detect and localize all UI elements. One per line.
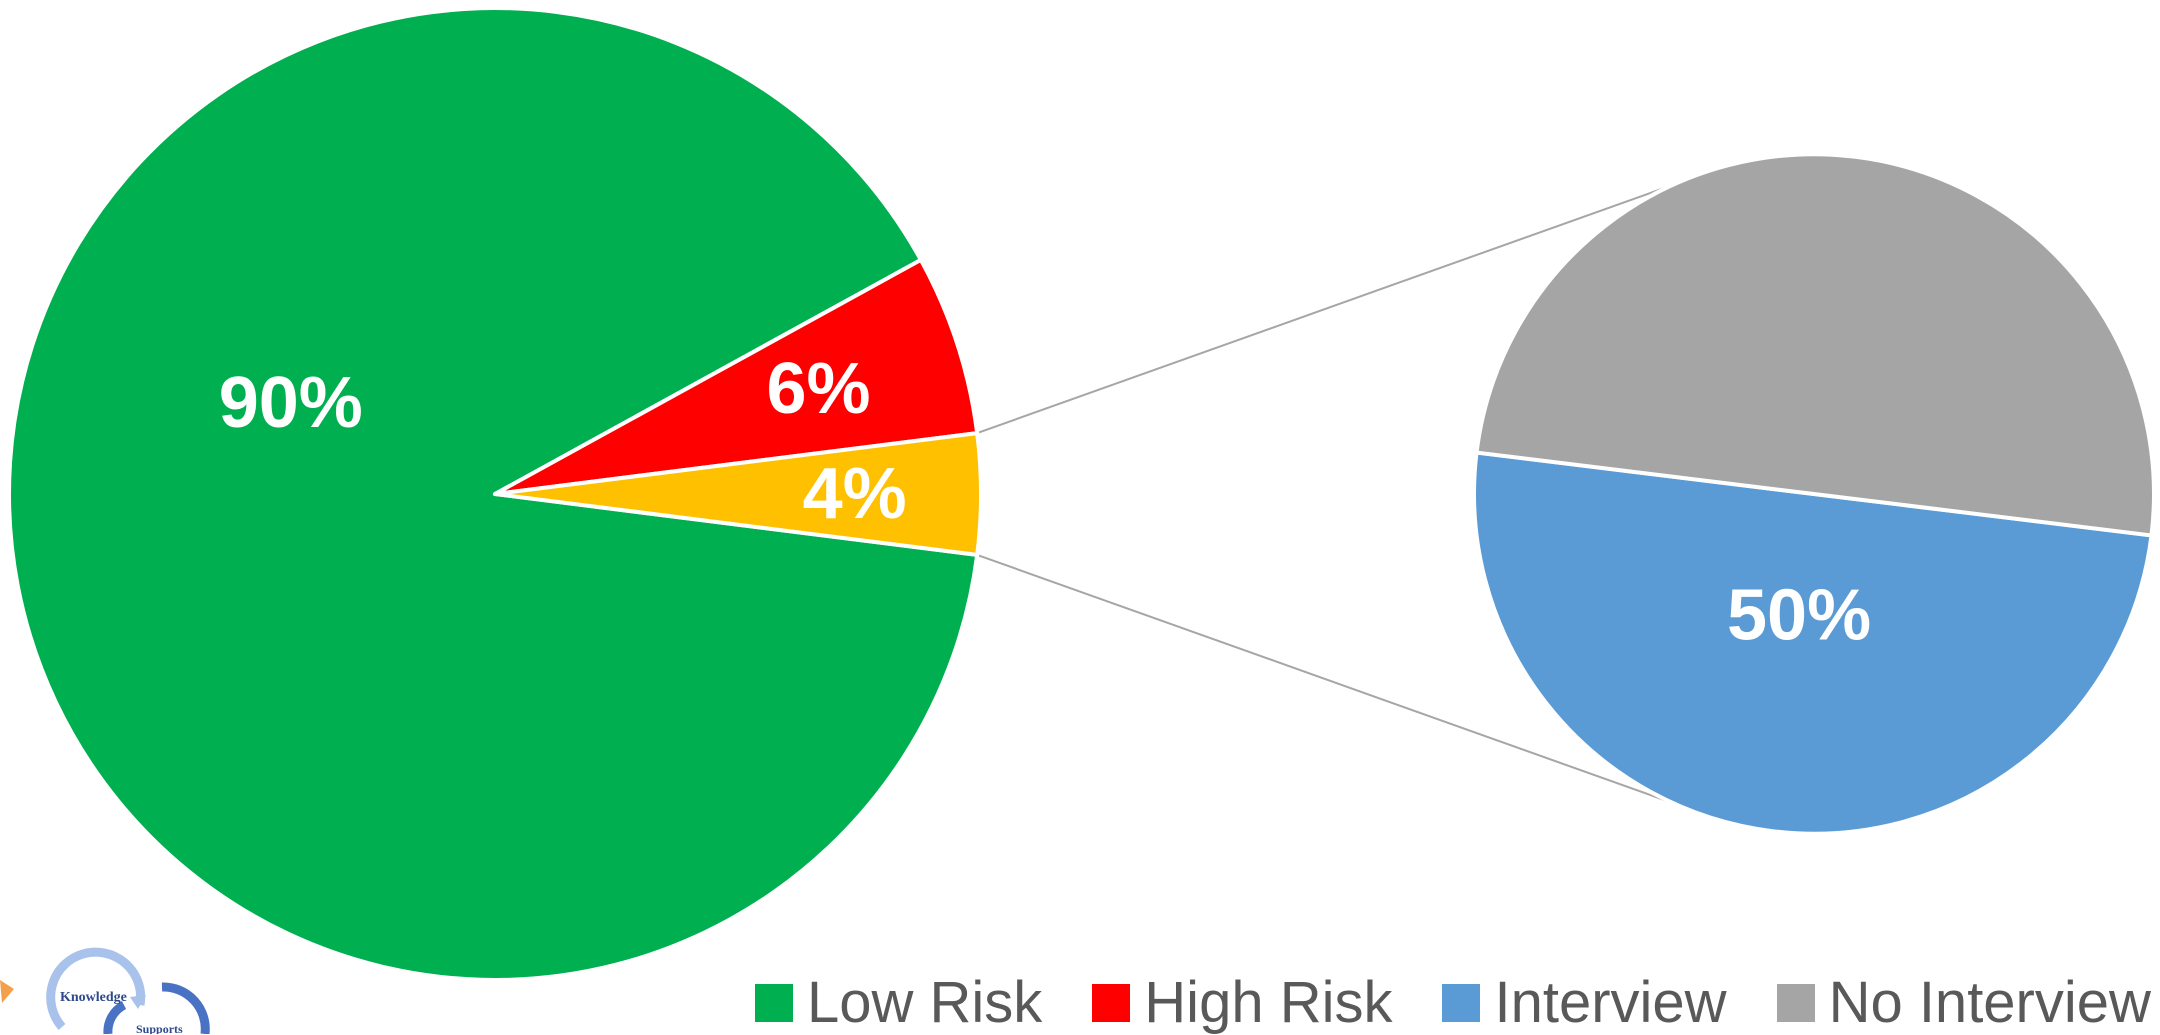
- legend-swatch-no-interview: [1776, 984, 1815, 1022]
- secondary-slice-no-interview: [1474, 152, 2156, 538]
- legend-label-low-risk: Low Risk: [807, 970, 1043, 1035]
- data-label-other-2: 4%: [803, 454, 907, 534]
- chart-legend: Low Risk High Risk Interview No Intervie…: [755, 972, 2151, 1034]
- legend-label-high-risk: High Risk: [1144, 970, 1393, 1035]
- data-label-low-risk: 90%: [219, 363, 363, 443]
- legend-item-high-risk: High Risk: [1092, 972, 1392, 1034]
- data-label-high-risk: 6%: [767, 349, 871, 429]
- legend-swatch-high-risk: [1092, 984, 1131, 1022]
- connector-line-bottom: [976, 553, 1671, 804]
- legend-swatch-interview: [1442, 984, 1481, 1022]
- pie-slice-other-2: [493, 431, 983, 557]
- secondary-data-label-interview: 50%: [1727, 575, 1871, 655]
- logo-graphic: Knowledge Supports: [0, 947, 210, 1034]
- connector-line-top: [976, 184, 1671, 435]
- legend-label-no-interview: No Interview: [1828, 970, 2151, 1035]
- logo-dark-blue-arc-icon: [161, 982, 210, 1034]
- legend-item-no-interview: No Interview: [1776, 970, 2151, 1035]
- legend-swatch-low-risk: [755, 984, 793, 1022]
- pie-slice-high-risk: [493, 257, 980, 496]
- cycle-arrows-logo: Knowledge Supports: [0, 945, 220, 1034]
- logo-light-blue-arc-icon: [46, 947, 146, 1030]
- logo-light-arrowhead-icon: [130, 995, 146, 1009]
- logo-dark-blue-arc-2-icon: [103, 1001, 127, 1034]
- logo-text-knowledge: Knowledge: [60, 990, 127, 1005]
- legend-item-low-risk: Low Risk: [755, 972, 1042, 1034]
- legend-label-interview: Interview: [1494, 970, 1727, 1035]
- legend-item-interview: Interview: [1442, 970, 1727, 1035]
- logo-text-supports: Supports: [136, 1022, 183, 1034]
- logo-orange-arrow-icon: [0, 980, 14, 1003]
- secondary-slice-interview: [1472, 450, 2154, 836]
